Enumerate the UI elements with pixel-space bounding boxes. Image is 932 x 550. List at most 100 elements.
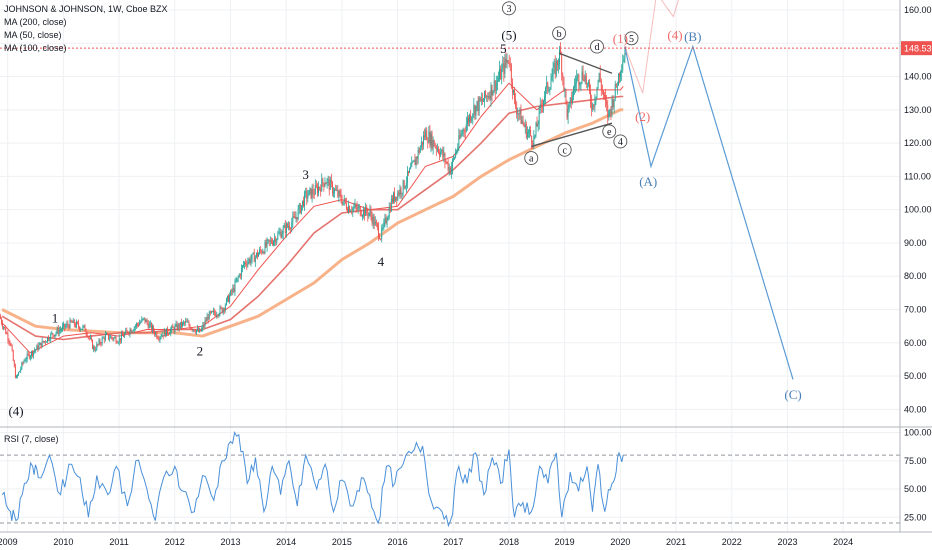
candle-body xyxy=(575,83,577,86)
candle-body xyxy=(551,76,553,82)
candle-body xyxy=(398,192,400,195)
rsi-legend[interactable]: RSI (7, close) xyxy=(4,434,59,444)
candle-body xyxy=(605,95,607,101)
ma100-line xyxy=(1,95,624,341)
candle-body xyxy=(75,321,77,327)
candle-body xyxy=(69,319,71,329)
price-tick-label: 90.00 xyxy=(904,238,927,248)
candle-body xyxy=(459,135,461,138)
candle-body xyxy=(462,129,464,134)
ma50-legend[interactable]: MA (50, close) xyxy=(4,30,62,40)
candle-body xyxy=(584,75,586,82)
candle-body xyxy=(283,225,285,228)
candle-body xyxy=(350,211,352,213)
candle-body xyxy=(550,81,552,90)
candle-body xyxy=(518,113,520,115)
candle-body xyxy=(539,104,541,109)
candle-body xyxy=(554,63,556,75)
candle-body xyxy=(579,84,581,86)
candle-body xyxy=(123,335,125,337)
candle-body xyxy=(338,191,340,197)
candle-body xyxy=(421,141,423,145)
wave-label-circle xyxy=(613,134,628,149)
candle-body xyxy=(471,117,473,121)
candle-body xyxy=(50,333,52,340)
candle-body xyxy=(368,212,370,217)
candle-body xyxy=(178,324,180,328)
candle-body xyxy=(155,332,157,335)
candle-body xyxy=(13,360,15,367)
candle-body xyxy=(88,336,90,339)
candle-body xyxy=(232,287,234,293)
candle-body xyxy=(387,216,389,221)
candle-body xyxy=(339,191,341,195)
candle-body xyxy=(609,109,611,111)
candle-body xyxy=(624,52,626,60)
candle-body xyxy=(506,60,508,63)
candle-body xyxy=(552,67,554,77)
candle-body xyxy=(18,372,20,376)
candle-body xyxy=(436,148,438,150)
candle-body xyxy=(77,321,78,324)
candle-body xyxy=(96,344,98,350)
candle-body xyxy=(214,310,216,314)
rsi-panel xyxy=(0,431,900,528)
candle-body xyxy=(225,298,227,305)
candle-body xyxy=(262,251,264,254)
candle-body xyxy=(582,71,584,80)
candle-body xyxy=(135,323,137,327)
candle-body xyxy=(273,240,274,245)
candle-body xyxy=(198,328,200,332)
candle-body xyxy=(322,178,324,183)
candle-body xyxy=(252,252,254,254)
candle-body xyxy=(461,133,463,135)
candle-body xyxy=(104,334,106,340)
candle-body xyxy=(537,123,539,127)
candle-body xyxy=(238,274,240,278)
candle-body xyxy=(240,268,242,277)
candle-body xyxy=(417,149,419,159)
candle-body xyxy=(62,326,63,330)
candle-body xyxy=(14,366,16,378)
candle-body xyxy=(541,105,543,107)
candle-body xyxy=(153,326,155,332)
candle-body xyxy=(4,327,6,329)
candle-body xyxy=(297,208,299,220)
ma100-legend[interactable]: MA (100, close) xyxy=(4,43,67,53)
candle-body xyxy=(313,193,315,195)
candle-body xyxy=(543,100,544,106)
candle-body xyxy=(142,318,144,320)
candle-body xyxy=(110,336,112,339)
candle-body xyxy=(396,196,398,200)
symbol-title[interactable]: JOHNSON & JOHNSON, 1W, Cboe BZX xyxy=(4,4,168,14)
candle-body xyxy=(160,336,162,338)
candle-body xyxy=(521,120,523,124)
candle-body xyxy=(200,329,202,332)
candle-body xyxy=(463,129,465,131)
candle-body xyxy=(574,85,575,88)
candle-body xyxy=(581,71,583,83)
wave-label: (B) xyxy=(684,29,701,44)
candle-body xyxy=(292,216,294,223)
candle-body xyxy=(207,316,209,320)
candle-body xyxy=(402,180,404,193)
candle-body xyxy=(430,133,432,146)
candle-body xyxy=(260,249,262,251)
candle-body xyxy=(583,79,585,82)
wave-label: (4) xyxy=(667,27,682,42)
candle-body xyxy=(157,337,159,339)
candle-body xyxy=(480,99,482,101)
candle-body xyxy=(426,130,428,141)
candle-body xyxy=(66,323,68,326)
candle-body xyxy=(588,82,589,84)
candle-body xyxy=(616,85,618,87)
candle-body xyxy=(45,341,47,343)
candle-body xyxy=(547,82,549,91)
candle-body xyxy=(17,375,18,377)
candle-body xyxy=(327,179,329,181)
candle-body xyxy=(504,58,506,74)
rsi-tick-label: 25.00 xyxy=(904,512,927,522)
ma200-legend[interactable]: MA (200, close) xyxy=(4,17,67,27)
candle-body xyxy=(119,338,121,341)
candle-body xyxy=(117,342,119,344)
